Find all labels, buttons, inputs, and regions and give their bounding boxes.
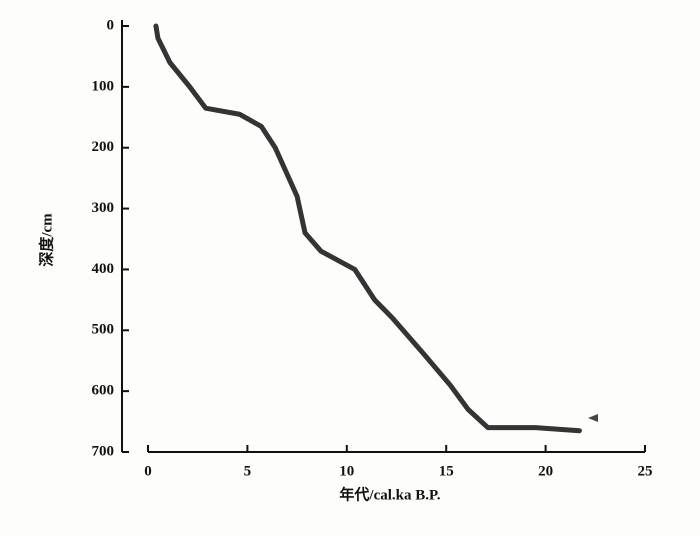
x-tick-label: 25 xyxy=(638,463,653,479)
y-tick-label: 200 xyxy=(92,139,115,155)
x-tick-label: 20 xyxy=(538,463,553,479)
x-tick-label: 5 xyxy=(244,463,252,479)
arrow-marker xyxy=(588,414,598,422)
y-tick-label: 0 xyxy=(107,17,115,33)
x-tick-label: 10 xyxy=(339,463,354,479)
y-tick-label: 700 xyxy=(92,443,115,459)
y-tick-label: 500 xyxy=(92,322,115,338)
x-tick-label: 0 xyxy=(144,463,152,479)
x-axis-title: 年代/cal.ka B.P. xyxy=(339,485,440,503)
y-tick-label: 600 xyxy=(92,383,115,399)
y-tick-label: 100 xyxy=(92,78,115,94)
x-tick-label: 15 xyxy=(439,463,454,479)
y-tick-label: 300 xyxy=(92,200,115,216)
y-tick-label: 400 xyxy=(92,261,115,277)
age-depth-line xyxy=(153,23,582,434)
y-axis-title: 深度/cm xyxy=(37,213,55,267)
